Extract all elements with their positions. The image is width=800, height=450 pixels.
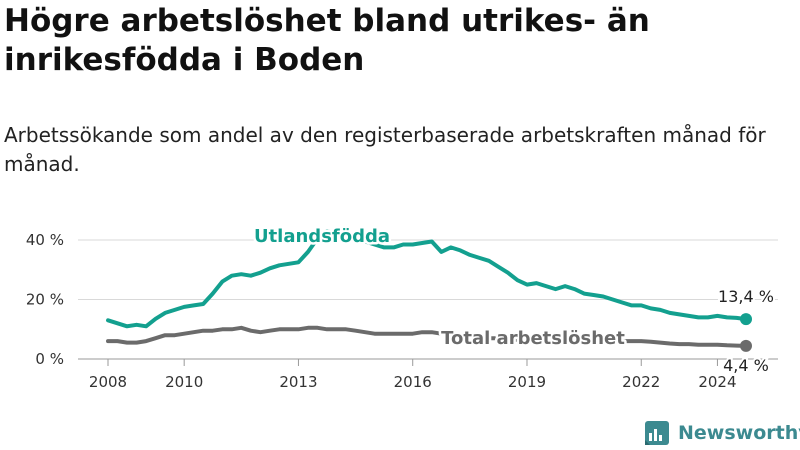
y-tick-label: 20 % [26,291,64,309]
end-point-marker [740,339,752,352]
y-tick-label: 0 % [35,350,64,368]
end-value-label-utlandsfodda: 13,4 % [718,287,774,306]
y-tick-label: 40 % [26,231,64,249]
series-line-utlandsfodda [106,229,748,329]
x-tick-label: 2010 [165,373,203,391]
y-axis-ticks: 0 % 20 % 40 % [26,231,64,368]
series-label-total: Total arbetslöshet [441,328,625,349]
x-tick-label: 2016 [394,373,432,391]
x-tick-label: 2013 [279,373,317,391]
series-labels: Utlandsfödda Total arbetslöshet 13,4 % 4,4 … [251,224,776,378]
gridlines [78,239,778,360]
x-tick-label: 2022 [622,373,660,391]
line-chart: 0 % 20 % 40 % 2008 2010 2013 2016 2019 2022 2024… [25,224,778,391]
x-tick-label: 2008 [89,373,127,391]
chart-subtitle: Arbetssökande som andel av den registerb… [4,123,766,176]
newsworthy-brand: Newsworthy [644,418,800,448]
brand-name: Newsworthy [678,422,800,444]
newsworthy-logo-icon [644,420,670,446]
x-tick-label: 2019 [508,373,546,391]
series-lines [106,229,752,352]
series-line-total [106,325,748,348]
end-value-label-total: 4,4 % [723,356,769,375]
x-tick-label: 2024 [698,373,736,391]
end-point-marker [740,313,752,326]
x-axis-ticks: 2008 2010 2013 2016 2019 2022 2024 [89,359,737,391]
series-label-utlandsfodda: Utlandsfödda [254,226,390,247]
chart-title: Högre arbetslöshet bland utrikes- än inr… [4,3,650,78]
